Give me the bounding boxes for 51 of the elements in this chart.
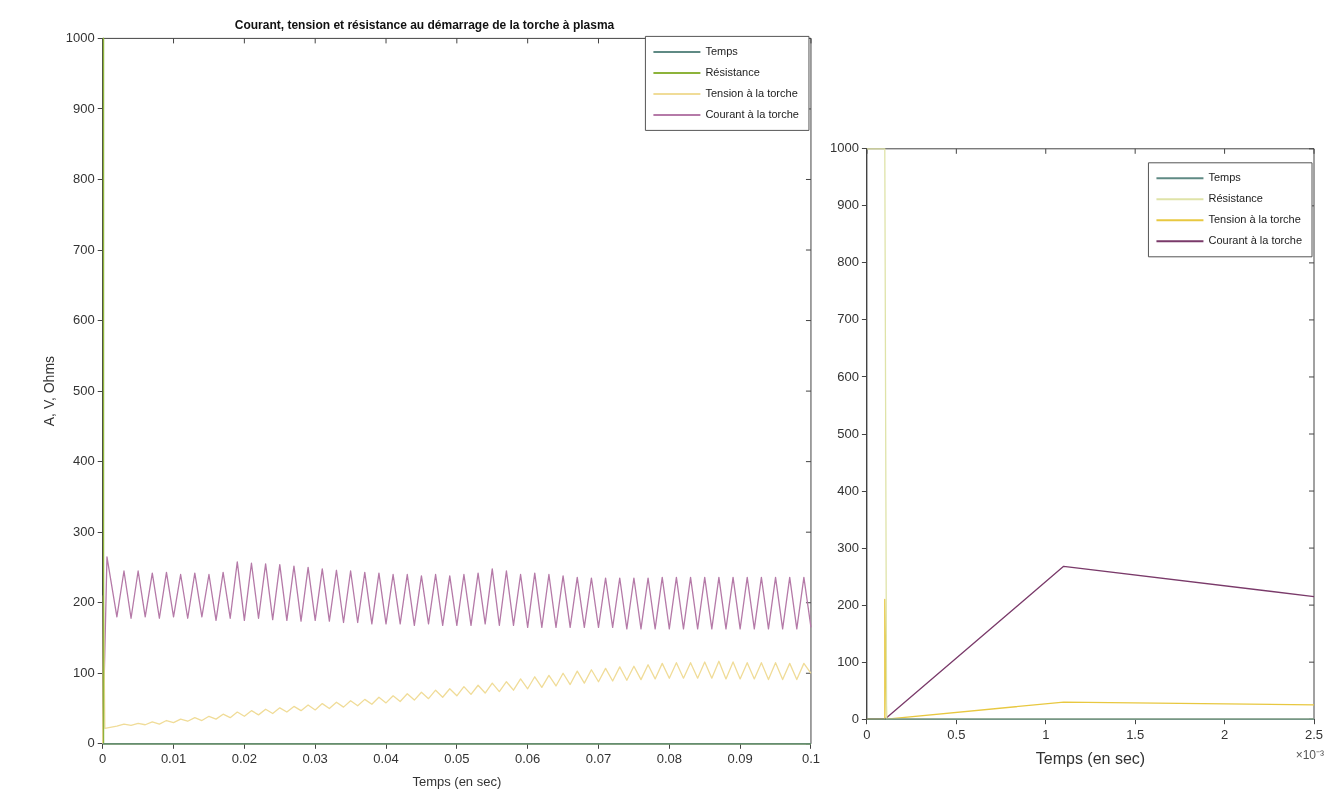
y-tick-label: 900 <box>837 197 859 213</box>
y-tick-label: 600 <box>73 312 95 328</box>
y-tick-label: 1000 <box>830 140 859 156</box>
y-tick-label: 200 <box>837 596 859 612</box>
y-tick-label: 800 <box>837 254 859 270</box>
y-tick-label: 400 <box>837 482 859 498</box>
y-tick-label: 200 <box>73 594 95 610</box>
legend-label: Résistance <box>1208 192 1263 205</box>
legend-label: Résistance <box>705 65 760 78</box>
y-axis-title: A, V, Ohms <box>41 355 58 427</box>
x-tick-label: 1.5 <box>1126 726 1145 742</box>
y-tick-label: 400 <box>73 453 95 469</box>
x-tick-label: 0.5 <box>947 726 966 742</box>
x-tick-label: 0.07 <box>585 751 612 767</box>
x-tick-label: 0.1 <box>801 751 820 767</box>
y-tick-label: 300 <box>837 539 859 555</box>
x-tick-label: 0.01 <box>160 751 187 767</box>
x-tick-label: 1 <box>1042 726 1050 742</box>
y-tick-label: 500 <box>837 425 859 441</box>
legend-label: Temps <box>705 44 739 57</box>
x-axis-title: Temps (en sec) <box>412 773 502 789</box>
chart-title: Courant, tension et résistance au démarrage de la torche à plasma <box>234 17 615 32</box>
x-tick-label: 0.09 <box>727 751 753 767</box>
x-axis-title: Temps (en sec) <box>1035 749 1146 767</box>
y-tick-label: 100 <box>837 653 859 669</box>
x-tick-label: 0.06 <box>515 751 541 767</box>
y-tick-label: 500 <box>73 382 95 398</box>
legend-label: Courant à la torche <box>705 107 799 120</box>
x-tick-label: 0.05 <box>444 751 470 767</box>
x-tick-label: 0.08 <box>656 751 682 767</box>
y-tick-label: 600 <box>837 368 859 384</box>
x-tick-label: 0.02 <box>231 751 258 767</box>
legend-label: Tension à la torche <box>705 86 798 99</box>
y-tick-label: 700 <box>73 241 95 257</box>
y-tick-label: 100 <box>73 664 95 680</box>
x-tick-label: 0 <box>99 751 107 767</box>
x-tick-label: 0.04 <box>373 751 399 767</box>
y-tick-label: 700 <box>837 311 859 327</box>
x-tick-label: 0.03 <box>302 751 328 767</box>
legend-label: Tension à la torche <box>1208 213 1301 226</box>
y-tick-label: 1000 <box>65 29 95 45</box>
y-tick-label: 900 <box>73 100 95 116</box>
y-tick-label: 0 <box>851 710 859 726</box>
y-tick-label: 300 <box>73 523 95 539</box>
x-tick-label: 0 <box>863 726 871 742</box>
legend-label: Courant à la torche <box>1208 234 1303 247</box>
y-tick-label: 800 <box>73 171 95 187</box>
x-tick-label: 2.5 <box>1304 726 1324 742</box>
x-tick-label: 2 <box>1220 726 1229 742</box>
legend-label: Temps <box>1208 171 1242 184</box>
text: ×10⁻³ <box>1295 747 1324 762</box>
